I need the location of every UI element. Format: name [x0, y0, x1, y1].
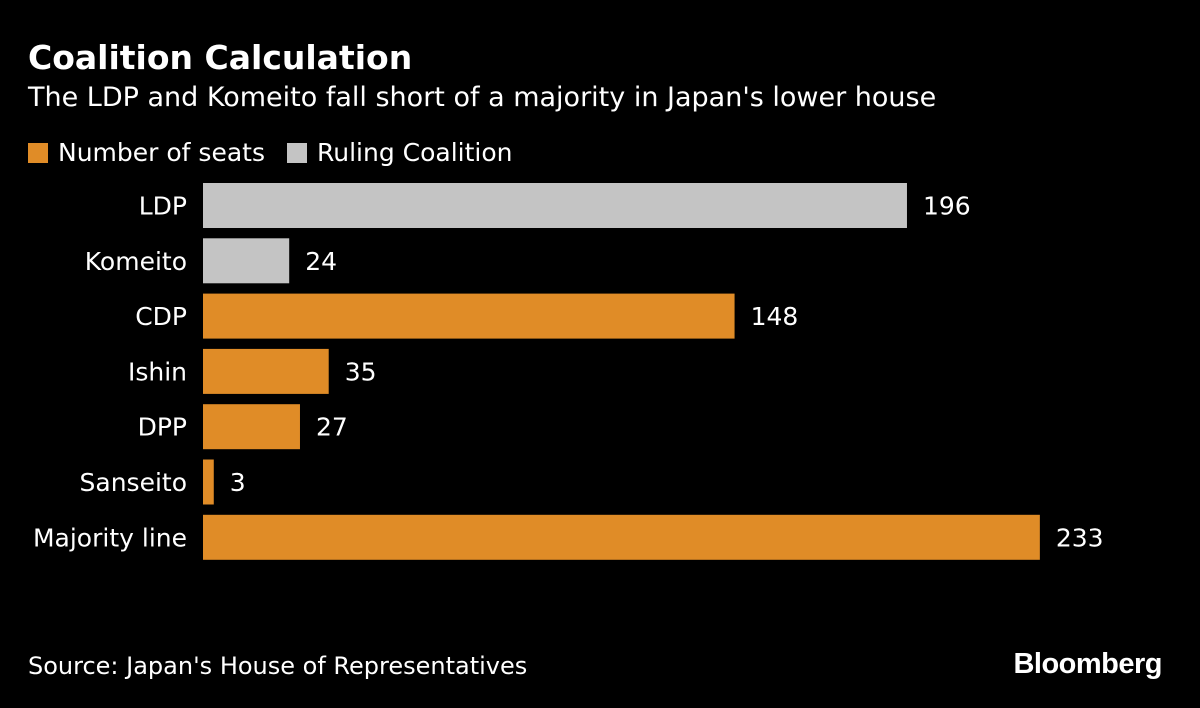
- legend-item-coalition: Ruling Coalition: [286, 138, 513, 167]
- chart-legend: Number of seats Ruling Coalition: [28, 138, 534, 167]
- category-label-ishin: Ishin: [128, 357, 187, 386]
- category-label-sanseito: Sanseito: [80, 468, 187, 497]
- value-label-komeito: 24: [305, 247, 337, 276]
- bar-cdp: [203, 293, 735, 339]
- source-note: Source: Japan's House of Representatives: [28, 652, 528, 680]
- category-label-ldp: LDP: [139, 192, 187, 221]
- legend-label-seats: Number of seats: [58, 138, 265, 167]
- bar-ldp: [203, 183, 907, 228]
- value-label-ishin: 35: [345, 357, 377, 386]
- category-label-dpp: DPP: [138, 413, 187, 442]
- legend-swatch-coalition: [286, 142, 307, 163]
- value-label-cdp: 148: [751, 302, 799, 331]
- value-label-ldp: 196: [923, 192, 971, 221]
- category-label-majority-line: Majority line: [33, 523, 187, 552]
- category-label-komeito: Komeito: [85, 247, 187, 276]
- value-label-dpp: 27: [316, 413, 348, 442]
- chart-title: Coalition Calculation: [28, 38, 413, 77]
- bar-sanseito: [203, 459, 214, 505]
- legend-label-coalition: Ruling Coalition: [316, 138, 513, 167]
- bloomberg-logo: Bloomberg: [1013, 648, 1162, 680]
- legend-swatch-seats: [28, 142, 48, 163]
- bar-chart: LDP 196 Komeito 24 CDP 148 Ishin 35 DPP 27 Sanseit…: [33, 183, 1104, 560]
- bar-ishin: [203, 348, 329, 394]
- value-label-majority-line: 233: [1056, 523, 1104, 552]
- legend-item-seats: Number of seats: [28, 138, 265, 167]
- category-label-cdp: CDP: [135, 302, 187, 331]
- bar-komeito: [203, 238, 290, 284]
- bar-dpp: [203, 404, 300, 450]
- value-label-sanseito: 3: [230, 468, 246, 497]
- bar-majority-line: [203, 514, 1040, 560]
- chart-subtitle: The LDP and Komeito fall short of a majo…: [28, 82, 937, 113]
